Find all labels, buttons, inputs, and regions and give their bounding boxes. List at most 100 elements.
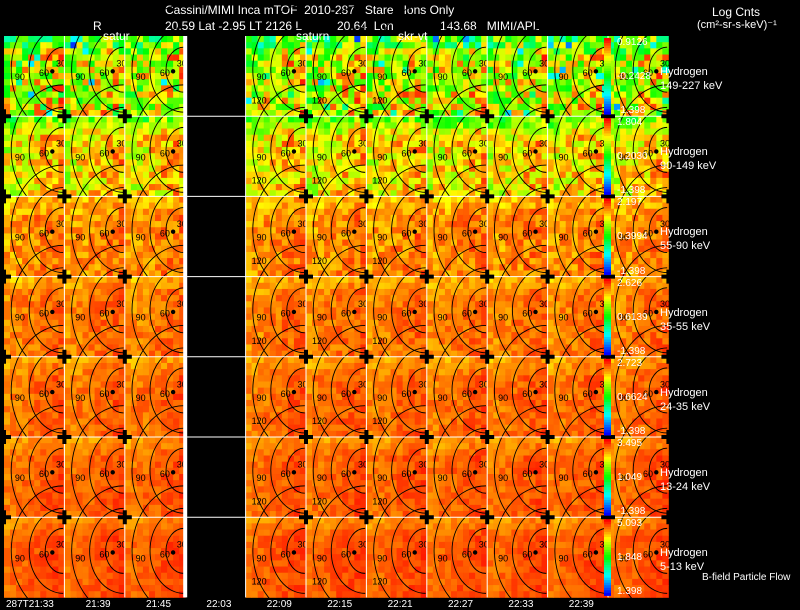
heatmap-cell (70, 153, 77, 160)
heatmap-cell (318, 36, 325, 43)
heatmap-cell (390, 251, 397, 259)
heatmap-cell (88, 42, 95, 49)
heatmap-cell (52, 66, 59, 74)
heatmap-cell (517, 122, 524, 129)
contour-label: 60 (462, 68, 472, 78)
heatmap-cell (46, 251, 53, 259)
heatmap-cell (469, 214, 476, 222)
heatmap-cell (263, 214, 271, 222)
heatmap-cell (348, 48, 355, 55)
heatmap-cell (577, 122, 585, 129)
heatmap-cell (76, 66, 83, 74)
heatmap-cell (287, 338, 295, 345)
heatmap-cell (330, 196, 337, 203)
heatmap-cell (118, 245, 126, 253)
contour-label: 60 (99, 229, 109, 239)
heatmap-cell (287, 221, 295, 228)
heatmap-cell (293, 171, 301, 179)
heatmap-cell (76, 288, 83, 296)
heatmap-cell (644, 258, 651, 265)
heatmap-cell (644, 171, 651, 179)
heatmap-cell (426, 140, 434, 148)
heatmap-cell (88, 184, 95, 191)
heatmap-cell (656, 140, 663, 148)
heatmap-cell (106, 97, 114, 105)
heatmap-cell (179, 251, 186, 259)
heatmap-cell (167, 128, 174, 136)
heatmap-cell (384, 227, 391, 234)
heatmap-cell (354, 134, 361, 142)
heatmap-cell (245, 73, 253, 80)
contour-line (588, 46, 607, 93)
heatmap-cell (148, 140, 156, 148)
heatmap-cell (112, 134, 120, 142)
heatmap-cell (360, 177, 367, 185)
heatmap-cell (312, 116, 319, 123)
heatmap-cell (390, 103, 397, 111)
heatmap-cell (656, 66, 663, 74)
heatmap-cell (46, 196, 53, 203)
heatmap-cell (547, 140, 555, 148)
heatmap-cell (463, 36, 470, 43)
heatmap-cell (384, 190, 391, 197)
heatmap-cell (306, 66, 313, 74)
heatmap-cell (438, 103, 446, 111)
heatmap-cell (595, 245, 603, 253)
heatmap-cell (342, 48, 349, 55)
heatmap-cell (577, 128, 585, 136)
heatmap-cell (269, 147, 277, 154)
heatmap-cell (16, 214, 23, 222)
heatmap-cell (475, 122, 482, 129)
heatmap-cell (173, 227, 180, 234)
contour-label: 90 (498, 152, 508, 162)
heatmap-cell (553, 177, 561, 185)
heatmap-cell (318, 134, 325, 142)
heatmap-cell (571, 190, 579, 197)
heatmap-cell (626, 79, 633, 86)
heatmap-cell (626, 140, 633, 148)
heatmap-cell (541, 66, 548, 74)
heatmap-cell (28, 153, 35, 160)
heatmap-cell (390, 66, 397, 74)
heatmap-cell (269, 73, 277, 80)
heatmap-cell (76, 184, 83, 191)
heatmap-cell (118, 258, 126, 265)
heatmap-cell (414, 171, 422, 179)
heatmap-cell (408, 79, 416, 86)
heatmap-cell (94, 208, 102, 216)
heatmap-cell (70, 103, 77, 111)
heatmap-cell (142, 264, 150, 271)
heatmap-cell (330, 116, 337, 123)
heatmap-cell (124, 325, 132, 333)
lt-value: 2126 (265, 19, 293, 33)
heatmap-cell (457, 97, 464, 105)
heatmap-cell (70, 202, 77, 210)
heatmap-cell (620, 153, 627, 160)
heatmap-cell (662, 60, 669, 68)
heatmap-cell (28, 103, 35, 111)
heatmap-cell (541, 54, 548, 62)
heatmap-cell (360, 91, 367, 99)
heatmap-cell (324, 128, 331, 136)
heatmap-cell (547, 239, 555, 247)
heatmap-cell (571, 103, 579, 111)
contour-label: 90 (558, 152, 568, 162)
heatmap-cell (88, 233, 95, 240)
heatmap-cell (493, 177, 500, 185)
heatmap-cell (148, 48, 156, 55)
heatmap-cell (34, 79, 41, 86)
saturn-marker (593, 229, 599, 234)
heatmap-cell (167, 251, 174, 259)
heatmap-cell (457, 227, 464, 234)
heatmap-cell (662, 122, 669, 129)
heatmap-cell (173, 239, 180, 247)
heatmap-cell (342, 239, 349, 247)
heatmap-cell (167, 97, 174, 105)
heatmap-cell (426, 208, 434, 216)
heatmap-cell (438, 190, 446, 197)
heatmap-cell (148, 221, 156, 228)
heatmap-cell (493, 196, 500, 203)
heatmap-cell (511, 79, 518, 86)
heatmap-cell (408, 245, 416, 253)
heatmap-cell (306, 233, 313, 240)
